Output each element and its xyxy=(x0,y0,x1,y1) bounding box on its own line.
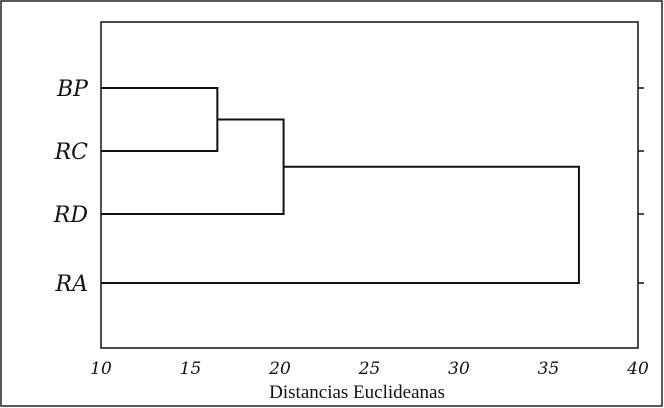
leaf-label-ra: RA xyxy=(55,272,88,297)
plot-area xyxy=(100,21,639,349)
x-tick-label: 20 xyxy=(268,359,291,379)
leaf-labels: BP RC RD RA xyxy=(53,77,89,297)
leaf-label-bp: BP xyxy=(56,77,89,102)
merge-link-1 xyxy=(101,87,219,152)
merge-link-3 xyxy=(101,165,580,284)
x-tick-label: 10 xyxy=(90,359,112,379)
x-tick-label: 15 xyxy=(180,359,202,379)
x-tick-labels: 10 15 20 25 30 35 40 xyxy=(90,359,649,379)
leaf-label-rd: RD xyxy=(53,203,89,228)
right-axis-ticks xyxy=(638,87,644,284)
dendrogram-links xyxy=(101,87,580,284)
leaf-label-rc: RC xyxy=(54,140,89,165)
merge-link-2 xyxy=(101,118,285,215)
x-tick-label: 25 xyxy=(358,359,381,379)
x-tick-label: 40 xyxy=(626,359,649,379)
x-axis-title: Distancias Euclideanas xyxy=(269,382,445,403)
x-tick-label: 35 xyxy=(538,359,560,379)
x-tick-label: 30 xyxy=(448,359,470,379)
